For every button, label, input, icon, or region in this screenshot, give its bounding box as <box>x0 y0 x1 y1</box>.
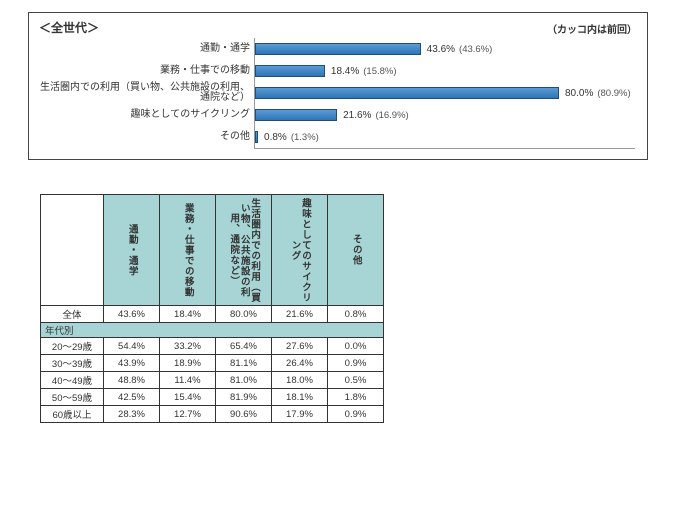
table-wrap: 通勤・通学 業務・仕事での移動 生活圏内での利用（買い物、公共施設の利用、通院など）… <box>40 194 700 423</box>
table-row-header: 60歳以上 <box>41 406 104 423</box>
table-row: 20～29歳54.4%33.2%65.4%27.6%0.0% <box>41 338 384 355</box>
table-cell: 18.0% <box>272 372 328 389</box>
table-row-header: 全体 <box>41 306 104 323</box>
table-cell: 18.4% <box>160 306 216 323</box>
table-col-header: 趣味としてのサイクリング <box>272 195 328 306</box>
chart-category-label: 通勤・通学 <box>39 38 250 60</box>
table-col-header-text: 生活圏内での利用（買い物、公共施設の利用、通院など） <box>228 195 259 305</box>
chart-bar-row: 18.4% (15.8%) <box>255 60 635 82</box>
chart-bar <box>255 65 325 77</box>
chart-prev-label: (80.9%) <box>597 88 630 99</box>
table-cell: 0.9% <box>328 355 384 372</box>
table-header-row: 通勤・通学 業務・仕事での移動 生活圏内での利用（買い物、公共施設の利用、通院など）… <box>41 195 384 306</box>
chart-value-label: 43.6% <box>427 44 455 55</box>
table-cell: 65.4% <box>216 338 272 355</box>
table-corner-blank <box>41 195 104 306</box>
table-cell: 43.9% <box>104 355 160 372</box>
table-cell: 21.6% <box>272 306 328 323</box>
table-row: 50～59歳42.5%15.4%81.9%18.1%1.8% <box>41 389 384 406</box>
chart-prev-label: (43.6%) <box>459 44 492 55</box>
table-cell: 18.9% <box>160 355 216 372</box>
table-cell: 15.4% <box>160 389 216 406</box>
chart-category-label: 趣味としてのサイクリング <box>39 104 250 126</box>
table-cell: 81.1% <box>216 355 272 372</box>
table-col-header: 通勤・通学 <box>104 195 160 306</box>
table-cell: 0.5% <box>328 372 384 389</box>
table-col-header-text: 業務・仕事での移動 <box>182 203 192 298</box>
table-cell: 80.0% <box>216 306 272 323</box>
chart-bar-row: 80.0% (80.9%) <box>255 82 635 104</box>
table-cell: 54.4% <box>104 338 160 355</box>
table-cell: 81.9% <box>216 389 272 406</box>
table-row: 30～39歳43.9%18.9%81.1%26.4%0.9% <box>41 355 384 372</box>
table-cell: 28.3% <box>104 406 160 423</box>
chart-bar-row: 43.6% (43.6%) <box>255 38 635 60</box>
table-cell: 48.8% <box>104 372 160 389</box>
chart-value-label: 0.8% <box>264 132 287 143</box>
chart-plot-area: 43.6% (43.6%) 18.4% (15.8%) 80.0% (80.9%) 21.6… <box>254 38 635 149</box>
chart-category-label: 業務・仕事での移動 <box>39 60 250 82</box>
table-cell: 43.6% <box>104 306 160 323</box>
chart-y-labels: 通勤・通学業務・仕事での移動生活圏内での利用（買い物、公共施設の利用、通院など）… <box>39 38 254 149</box>
chart-category-label: その他 <box>39 126 250 148</box>
table-cell: 81.0% <box>216 372 272 389</box>
table-row-header: 40～49歳 <box>41 372 104 389</box>
table-row: 40～49歳48.8%11.4%81.0%18.0%0.5% <box>41 372 384 389</box>
chart-value-label: 18.4% <box>331 66 359 77</box>
chart-note: （カッコ内は前回） <box>547 21 637 36</box>
table-row-header: 50～59歳 <box>41 389 104 406</box>
table-section-label: 年代別 <box>41 323 384 338</box>
chart-bar-row: 21.6% (16.9%) <box>255 104 635 126</box>
table-cell: 0.9% <box>328 406 384 423</box>
table-row-header: 20～29歳 <box>41 338 104 355</box>
table-cell: 27.6% <box>272 338 328 355</box>
chart-prev-label: (15.8%) <box>363 66 396 77</box>
table-row-header: 30～39歳 <box>41 355 104 372</box>
table-cell: 0.8% <box>328 306 384 323</box>
table-col-header-text: 通勤・通学 <box>126 224 136 277</box>
chart-body: 通勤・通学業務・仕事での移動生活圏内での利用（買い物、公共施設の利用、通院など）… <box>39 38 637 149</box>
table-cell: 90.6% <box>216 406 272 423</box>
chart-prev-label: (16.9%) <box>375 110 408 121</box>
chart-header: ＜全世代＞ （カッコ内は前回） <box>39 19 637 36</box>
table-col-header: 業務・仕事での移動 <box>160 195 216 306</box>
table-cell: 42.5% <box>104 389 160 406</box>
chart-value-label: 21.6% <box>343 110 371 121</box>
table-cell: 12.7% <box>160 406 216 423</box>
table-col-header: 生活圏内での利用（買い物、公共施設の利用、通院など） <box>216 195 272 306</box>
chart-bar <box>255 109 337 121</box>
table-col-header: その他 <box>328 195 384 306</box>
chart-bar-row: 0.8% (1.3%) <box>255 126 635 148</box>
table-cell: 17.9% <box>272 406 328 423</box>
table-cell: 33.2% <box>160 338 216 355</box>
chart-bar <box>255 131 258 143</box>
table-cell: 11.4% <box>160 372 216 389</box>
chart-bar <box>255 87 559 99</box>
chart-prev-label: (1.3%) <box>291 132 319 143</box>
data-table: 通勤・通学 業務・仕事での移動 生活圏内での利用（買い物、公共施設の利用、通院など）… <box>40 194 384 423</box>
chart-bar <box>255 43 421 55</box>
table-cell: 18.1% <box>272 389 328 406</box>
table-row: 全体43.6%18.4%80.0%21.6%0.8% <box>41 306 384 323</box>
table-section-row: 年代別 <box>41 323 384 338</box>
table-col-header-text: その他 <box>350 234 360 266</box>
table-cell: 1.8% <box>328 389 384 406</box>
chart-value-label: 80.0% <box>565 88 593 99</box>
table-cell: 0.0% <box>328 338 384 355</box>
chart-title: ＜全世代＞ <box>39 19 99 36</box>
table-col-header-text: 趣味としてのサイクリング <box>289 195 310 305</box>
table-row: 60歳以上28.3%12.7%90.6%17.9%0.9% <box>41 406 384 423</box>
table-cell: 26.4% <box>272 355 328 372</box>
chart-category-label: 生活圏内での利用（買い物、公共施設の利用、通院など） <box>39 82 250 104</box>
chart-panel: ＜全世代＞ （カッコ内は前回） 通勤・通学業務・仕事での移動生活圏内での利用（買… <box>28 12 648 160</box>
